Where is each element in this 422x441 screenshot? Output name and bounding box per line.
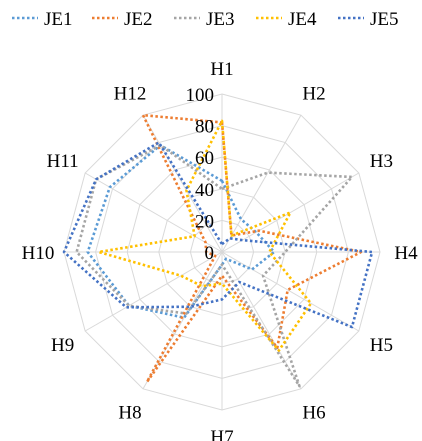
legend-item-je1: JE1 (12, 9, 73, 30)
axis-label-h4: H4 (394, 243, 418, 264)
spoke-h12 (142, 114, 223, 253)
legend-label-je3: JE3 (206, 9, 235, 30)
axis-label-h2: H2 (302, 84, 325, 105)
legend: JE1 JE2 JE3 JE4 JE5 (12, 9, 399, 30)
tick-label-20: 20 (195, 211, 214, 232)
legend-label-je4: JE4 (288, 9, 317, 30)
radar-grid (63, 93, 381, 411)
axis-label-h6: H6 (302, 402, 325, 423)
spoke-h9 (84, 251, 223, 332)
axis-label-h9: H9 (51, 335, 74, 356)
axis-label-h1: H1 (210, 59, 233, 80)
spoke-h11 (84, 172, 223, 253)
axis-label-h3: H3 (370, 151, 393, 172)
legend-item-je2: JE2 (92, 9, 153, 30)
series-je1-line (86, 143, 276, 319)
tick-label-60: 60 (195, 148, 214, 169)
legend-item-je3: JE3 (174, 9, 235, 30)
legend-label-je5: JE5 (370, 9, 399, 30)
series-group (62, 113, 374, 388)
axis-label-h11: H11 (47, 151, 79, 172)
legend-label-je2: JE2 (124, 9, 153, 30)
tick-label-100: 100 (186, 85, 215, 106)
spoke-h2 (221, 114, 302, 253)
axis-label-h12: H12 (114, 84, 147, 105)
tick-label-80: 80 (195, 117, 214, 138)
series-je5-line (62, 141, 374, 329)
axis-label-h7: H7 (210, 427, 233, 441)
axis-label-h10: H10 (22, 243, 55, 264)
legend-label-je1: JE1 (44, 9, 73, 30)
axis-labels: H1 H2 H3 H4 H5 H6 H7 H8 H9 H10 H11 H12 (22, 59, 418, 441)
axis-label-h5: H5 (370, 335, 393, 356)
axis-label-h8: H8 (118, 402, 141, 423)
tick-labels: 0 20 40 60 80 100 (186, 85, 215, 264)
legend-item-je5: JE5 (338, 9, 399, 30)
tick-label-40: 40 (195, 180, 214, 201)
tick-label-0: 0 (205, 243, 215, 264)
legend-item-je4: JE4 (256, 9, 317, 30)
